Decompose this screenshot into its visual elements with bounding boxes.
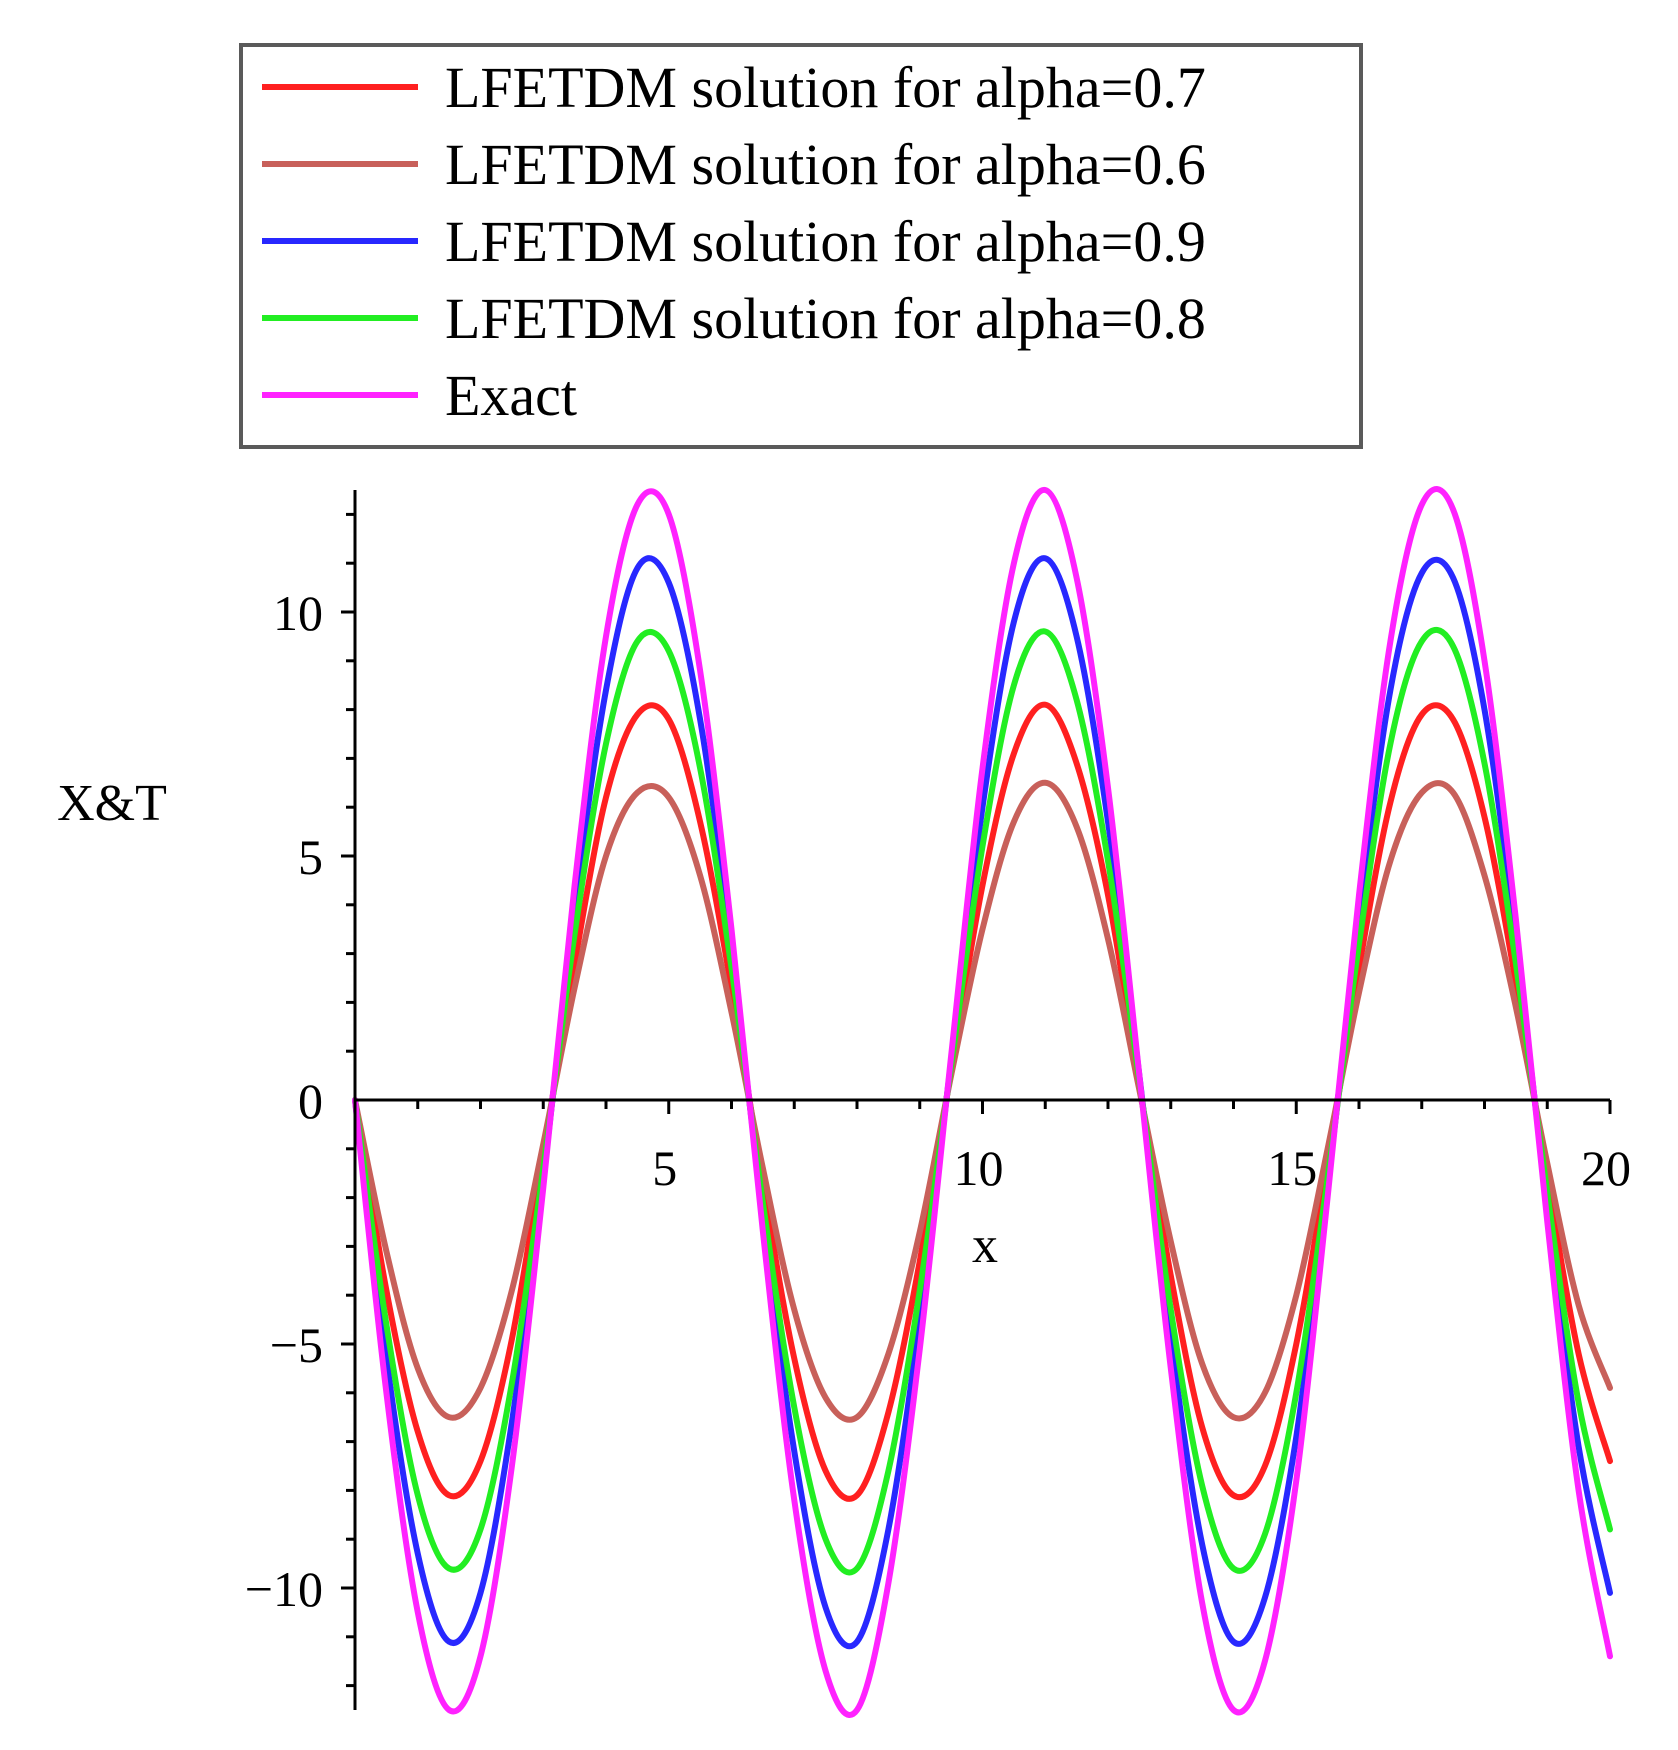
x-tick-label: 20 xyxy=(1581,1140,1631,1196)
legend-label: LFETDM solution for alpha=0.6 xyxy=(445,132,1206,197)
plot-area: 5 10 15 20 −10 −5 0 5 10 x X&T xyxy=(57,486,1631,1718)
legend-label: Exact xyxy=(445,363,577,428)
y-tick-label: 0 xyxy=(298,1073,323,1129)
legend-frame xyxy=(239,43,1363,449)
y-tick-label: 10 xyxy=(273,585,323,641)
y-tick-label: −10 xyxy=(245,1561,323,1617)
series-line-2 xyxy=(352,779,1613,1423)
x-tick-label: 5 xyxy=(652,1140,677,1196)
x-axis-label: x xyxy=(972,1217,998,1274)
legend-label: LFETDM solution for alpha=0.7 xyxy=(445,55,1206,120)
x-tick-label: 15 xyxy=(1267,1140,1317,1196)
legend-label: LFETDM solution for alpha=0.8 xyxy=(445,286,1206,351)
x-tick-label: 10 xyxy=(954,1140,1004,1196)
y-tick-label: 5 xyxy=(298,829,323,885)
series-line-5 xyxy=(352,486,1613,1718)
legend: LFETDM solution for alpha=0.7 LFETDM solu… xyxy=(239,43,1363,449)
y-axis-label: X&T xyxy=(57,775,167,832)
legend-label: LFETDM solution for alpha=0.9 xyxy=(445,209,1206,274)
y-tick-label: −5 xyxy=(270,1317,323,1373)
